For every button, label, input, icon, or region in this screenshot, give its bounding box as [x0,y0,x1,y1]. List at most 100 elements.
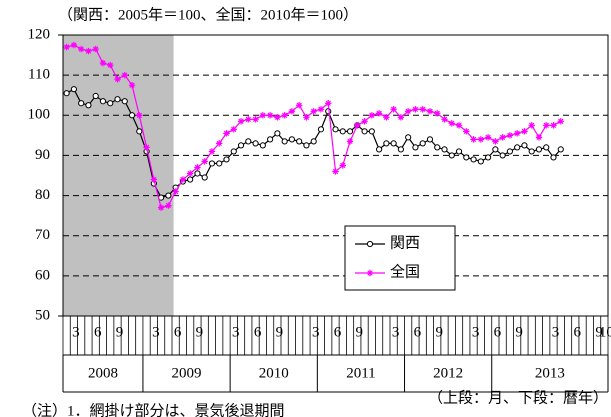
y-tick-label: 50 [35,307,50,323]
point [535,134,543,141]
point [274,114,281,121]
y-tick-label: 90 [35,147,50,163]
footnote: （注）1．網掛け部分は、景気後退期間 [22,402,285,417]
point [499,152,506,159]
point [288,136,295,143]
point [128,81,136,89]
point [157,204,165,211]
point [361,128,368,135]
point [194,170,201,177]
point [376,146,383,153]
axis-note: （上段：月、下段：暦年） [428,389,608,406]
point [366,240,374,248]
point [92,92,99,100]
point [477,158,484,165]
point [107,61,114,69]
point [375,110,383,117]
point [274,130,281,137]
point [281,138,288,145]
point [463,154,470,161]
point [99,59,107,67]
point [114,96,121,103]
point [172,188,179,195]
y-tick-label: 120 [28,26,51,42]
point [85,102,92,109]
year-label: 2010 [259,365,289,381]
point [339,128,346,135]
point [513,130,521,137]
point [259,112,267,119]
point [208,148,216,155]
point [288,108,296,115]
x-tick-label: 3 [472,324,480,340]
point [143,144,150,151]
point [92,45,99,53]
point [484,134,492,141]
point [303,142,310,149]
point [441,116,448,123]
point [455,122,463,129]
legend-label: 全国 [390,262,420,280]
point [557,146,564,153]
point [361,118,368,125]
x-tick-label: 6 [414,324,422,340]
y-tick-label: 100 [28,107,51,123]
x-tick-label: 6 [94,324,102,340]
point [85,47,92,55]
point [259,142,266,149]
point [354,122,361,129]
point [208,160,216,167]
point [296,138,303,145]
point [267,136,274,143]
point [426,136,434,143]
point [368,112,376,119]
point [412,144,419,151]
point [434,110,441,117]
point [121,71,128,79]
point [325,108,332,115]
x-tick-label: 9 [356,324,364,340]
point [77,45,85,53]
point [455,148,463,155]
x-tick-label: 6 [254,324,262,340]
legend-box [344,225,456,291]
point [237,142,245,149]
x-tick-label: 9 [116,324,124,340]
chart-title: （関西：2005年＝100、全国：2010年＝100） [58,5,358,23]
point [201,158,208,165]
point [543,144,550,151]
x-tick-label: 9 [276,324,284,340]
point [121,98,128,105]
point [245,116,252,123]
point [366,269,374,277]
point [550,154,557,161]
point [383,140,390,147]
point [70,41,78,49]
year-label: 2013 [535,365,565,381]
point [419,106,426,113]
point [165,192,172,199]
y-tick-label: 70 [35,227,50,243]
year-label: 2011 [346,365,375,381]
point [492,146,499,153]
point [237,118,245,125]
point [252,140,259,147]
point [477,136,485,143]
point [543,122,550,129]
point [230,126,237,133]
point [245,138,252,145]
point [128,112,136,119]
x-tick-label: 3 [312,324,320,340]
point [521,128,528,135]
x-tick-label: 6 [174,324,182,340]
point [528,122,535,129]
plot-border [62,34,609,317]
point [295,102,303,109]
point [492,138,499,145]
x-tick-label: 3 [392,324,400,340]
point [506,148,513,155]
point [186,170,194,177]
point [70,86,78,93]
point [346,138,354,145]
